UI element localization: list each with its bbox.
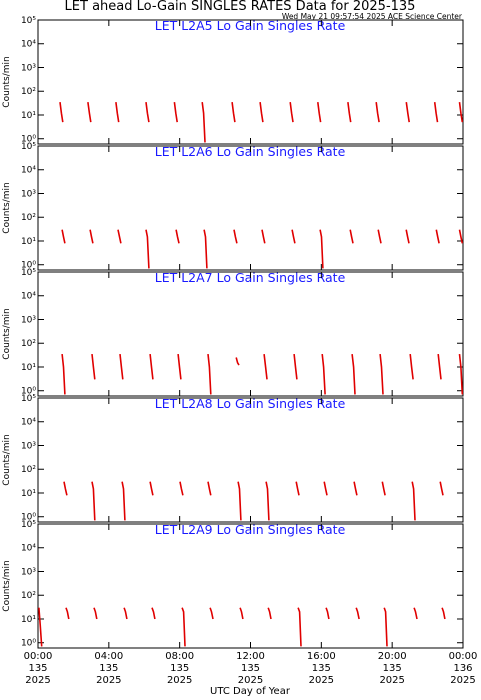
- y-tick-label: 10¹: [21, 111, 36, 121]
- y-tick-label: 10³: [21, 567, 36, 577]
- y-tick-label: 10⁴: [21, 418, 36, 428]
- y-tick-label: 10⁰: [21, 387, 36, 397]
- x-tick-day: 135: [170, 663, 189, 674]
- x-axis-label: UTC Day of Year: [210, 686, 291, 697]
- y-tick-label: 10²: [21, 87, 36, 97]
- x-tick-label: 16:00: [307, 651, 336, 662]
- y-axis-label: Counts/min: [2, 560, 12, 611]
- x-tick-label: 04:00: [94, 651, 123, 662]
- x-tick-day: 135: [312, 663, 331, 674]
- y-tick-label: 10³: [21, 63, 36, 73]
- x-tick-year: 2025: [167, 675, 192, 686]
- y-tick-label: 10⁰: [21, 135, 36, 145]
- y-tick-label: 10⁵: [21, 394, 36, 404]
- y-tick-label: 10³: [21, 189, 36, 199]
- x-tick-year: 2025: [25, 675, 50, 686]
- plot-frame: [37, 145, 464, 271]
- y-tick-label: 10²: [21, 339, 36, 349]
- y-tick-label: 10¹: [21, 363, 36, 373]
- y-tick-label: 10¹: [21, 615, 36, 625]
- x-tick-year: 2025: [379, 675, 404, 686]
- y-tick-label: 10¹: [21, 489, 36, 499]
- x-tick-year: 2025: [238, 675, 263, 686]
- y-axis-label: Counts/min: [2, 434, 12, 485]
- x-tick-label: 00:00: [449, 651, 478, 662]
- y-tick-label: 10⁰: [21, 513, 36, 523]
- y-tick-label: 10⁵: [21, 520, 36, 530]
- data-line: [61, 229, 464, 269]
- data-line: [59, 101, 464, 143]
- y-tick-label: 10³: [21, 441, 36, 451]
- y-tick-label: 10²: [21, 465, 36, 475]
- timestamp: Wed May 21 09:57:54 2025 ACE Science Cen…: [282, 12, 463, 21]
- y-tick-label: 10⁴: [21, 544, 36, 554]
- data-line: [63, 481, 444, 521]
- data-line: [61, 354, 464, 395]
- x-tick-year: 2025: [450, 675, 475, 686]
- data-line: [38, 607, 446, 647]
- x-tick-day: 135: [383, 663, 402, 674]
- x-tick-label: 20:00: [378, 651, 407, 662]
- x-tick-day: 135: [241, 663, 260, 674]
- x-tick-label: 12:00: [236, 651, 265, 662]
- x-tick-label: 00:00: [24, 651, 53, 662]
- y-tick-label: 10²: [21, 213, 36, 223]
- y-tick-label: 10³: [21, 315, 36, 325]
- x-tick-year: 2025: [96, 675, 121, 686]
- y-axis-label: Counts/min: [2, 308, 12, 359]
- y-tick-label: 10⁴: [21, 166, 36, 176]
- y-tick-label: 10⁵: [21, 268, 36, 278]
- y-tick-label: 10¹: [21, 237, 36, 247]
- y-axis-label: Counts/min: [2, 182, 12, 233]
- plot-frame: [37, 271, 464, 397]
- plot-frame: [37, 397, 464, 523]
- y-tick-label: 10⁵: [21, 16, 36, 26]
- y-tick-label: 10²: [21, 591, 36, 601]
- y-tick-label: 10⁴: [21, 292, 36, 302]
- x-tick-day: 135: [99, 663, 118, 674]
- y-axis-label: Counts/min: [2, 56, 12, 107]
- y-tick-label: 10⁵: [21, 142, 36, 152]
- y-tick-label: 10⁰: [21, 261, 36, 271]
- plot-frame: [37, 523, 464, 649]
- x-tick-year: 2025: [309, 675, 334, 686]
- y-tick-label: 10⁴: [21, 40, 36, 50]
- y-tick-label: 10⁰: [21, 639, 36, 649]
- page-title: LET ahead Lo-Gain SINGLES RATES Data for…: [65, 0, 416, 14]
- x-tick-day: 136: [453, 663, 472, 674]
- x-tick-label: 08:00: [165, 651, 194, 662]
- plot-frame: [37, 19, 464, 145]
- x-tick-day: 135: [28, 663, 47, 674]
